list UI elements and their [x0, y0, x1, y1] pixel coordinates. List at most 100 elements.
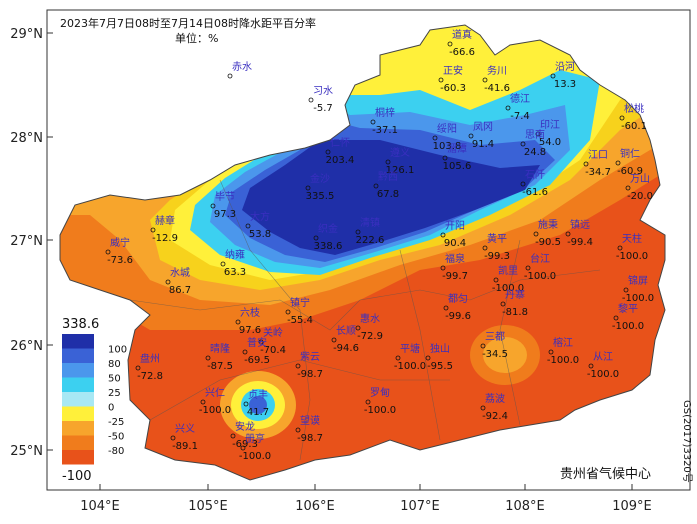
- station-value: -89.1: [172, 441, 198, 452]
- station-name: 德江: [510, 92, 530, 105]
- station-dot: [625, 185, 631, 191]
- station-dot: [150, 227, 156, 233]
- legend-label: -80: [108, 446, 124, 457]
- station-name: 纳雍: [225, 248, 245, 261]
- station-name: 印江: [540, 119, 560, 131]
- station-name: 福泉: [445, 252, 465, 265]
- station-value: -7.4: [510, 111, 530, 122]
- station-name: 大方: [250, 210, 270, 223]
- station-dot: [493, 277, 499, 283]
- station-value: -81.8: [502, 307, 528, 318]
- station-value: 24.8: [524, 147, 546, 158]
- lon-label: 105°E: [188, 499, 228, 514]
- station-name: 望谟: [300, 414, 320, 427]
- legend-swatch: [62, 377, 94, 392]
- station-value: -41.6: [484, 83, 510, 94]
- station-name: 黄平: [487, 232, 507, 245]
- station-dot: [373, 183, 379, 189]
- station-dot: [230, 433, 236, 439]
- legend-swatch: [62, 421, 94, 436]
- station-name: 凤冈: [473, 121, 493, 133]
- station-value: 338.6: [314, 241, 343, 252]
- station-dot: [285, 309, 291, 315]
- station-dot: [505, 105, 511, 111]
- station-name: 赤水: [232, 61, 252, 73]
- lat-label: 29°N: [10, 27, 43, 42]
- station-name: 册亨: [245, 432, 265, 445]
- station-dot: [432, 135, 438, 141]
- legend-max: 338.6: [62, 317, 99, 332]
- station-dot: [482, 245, 488, 251]
- station-dot: [258, 339, 264, 345]
- station-dot: [308, 97, 314, 103]
- unit: 单位：%: [175, 31, 218, 45]
- station-value: 203.4: [326, 155, 355, 166]
- legend-swatch: [62, 435, 94, 450]
- station-dot: [170, 435, 176, 441]
- station-value: -5.7: [313, 103, 333, 114]
- station-value: -95.5: [427, 361, 453, 372]
- station-value: 54.0: [539, 137, 561, 148]
- station-name: 开阳: [445, 220, 465, 232]
- station-name: 台江: [530, 252, 550, 265]
- station-name: 清镇: [360, 216, 380, 229]
- station-name: 镇宁: [290, 296, 310, 309]
- station-value: 335.5: [306, 191, 335, 202]
- station-dot: [331, 337, 337, 343]
- station-name: 长顺: [336, 325, 356, 337]
- station-name: 思南: [525, 128, 545, 141]
- station-value: -100.0: [364, 405, 396, 416]
- station-value: -60.1: [621, 121, 647, 132]
- station-dot: [588, 363, 594, 369]
- station-dot: [105, 249, 111, 255]
- lon-label: 107°E: [400, 499, 440, 514]
- lon-label: 109°E: [612, 499, 652, 514]
- station-dot: [535, 131, 541, 137]
- station-name: 荔波: [485, 392, 505, 405]
- station-value: -72.8: [137, 371, 163, 382]
- station-name: 都匀: [448, 293, 468, 305]
- legend-label: 100: [108, 345, 127, 356]
- station-name: 锦屏: [628, 274, 648, 287]
- station-value: -100.0: [492, 283, 524, 294]
- station-dot: [583, 161, 589, 167]
- station-dot: [395, 355, 401, 361]
- station-value: 97.3: [214, 209, 236, 220]
- station-value: 53.8: [249, 229, 271, 240]
- lat-label: 25°N: [10, 444, 43, 459]
- station-name: 凯里: [498, 264, 518, 277]
- station-value: -55.4: [287, 315, 313, 326]
- station-name: 务川: [487, 64, 507, 77]
- legend-label: -50: [108, 432, 124, 443]
- station-name: 仁怀: [330, 137, 350, 149]
- station-dot: [295, 427, 301, 433]
- station-dot: [468, 133, 474, 139]
- station-dot: [480, 343, 486, 349]
- station-name: 习水: [313, 85, 333, 97]
- station-dot: [210, 203, 216, 209]
- station-value: -100.0: [622, 293, 654, 304]
- legend-swatch: [62, 348, 94, 363]
- map-number: GS(2017)3320号: [681, 400, 693, 483]
- station-name: 黎平: [618, 302, 638, 315]
- station-dot: [565, 231, 571, 237]
- station-name: 绥阳: [437, 123, 457, 135]
- station-name: 六枝: [240, 306, 260, 319]
- station-value: -100.0: [524, 271, 556, 282]
- station-value: -60.3: [440, 83, 466, 94]
- station-dot: [480, 405, 486, 411]
- credit: 贵州省气候中心: [560, 466, 651, 482]
- station-name: 桐梓: [375, 106, 395, 119]
- station-dot: [370, 119, 376, 125]
- station-name: 万山: [630, 173, 650, 185]
- station-dot: [205, 355, 211, 361]
- station-name: 织金: [318, 222, 338, 235]
- station-dot: [520, 181, 526, 187]
- station-name: 黔西: [378, 170, 398, 183]
- station-name: 毕节: [215, 190, 235, 203]
- station-value: -100.0: [239, 451, 271, 462]
- title: 2023年7月7日08时至7月14日08时降水距平百分率: [60, 16, 316, 30]
- station-dot: [443, 305, 449, 311]
- station-dot: [365, 399, 371, 405]
- station-value: 41.7: [247, 407, 269, 418]
